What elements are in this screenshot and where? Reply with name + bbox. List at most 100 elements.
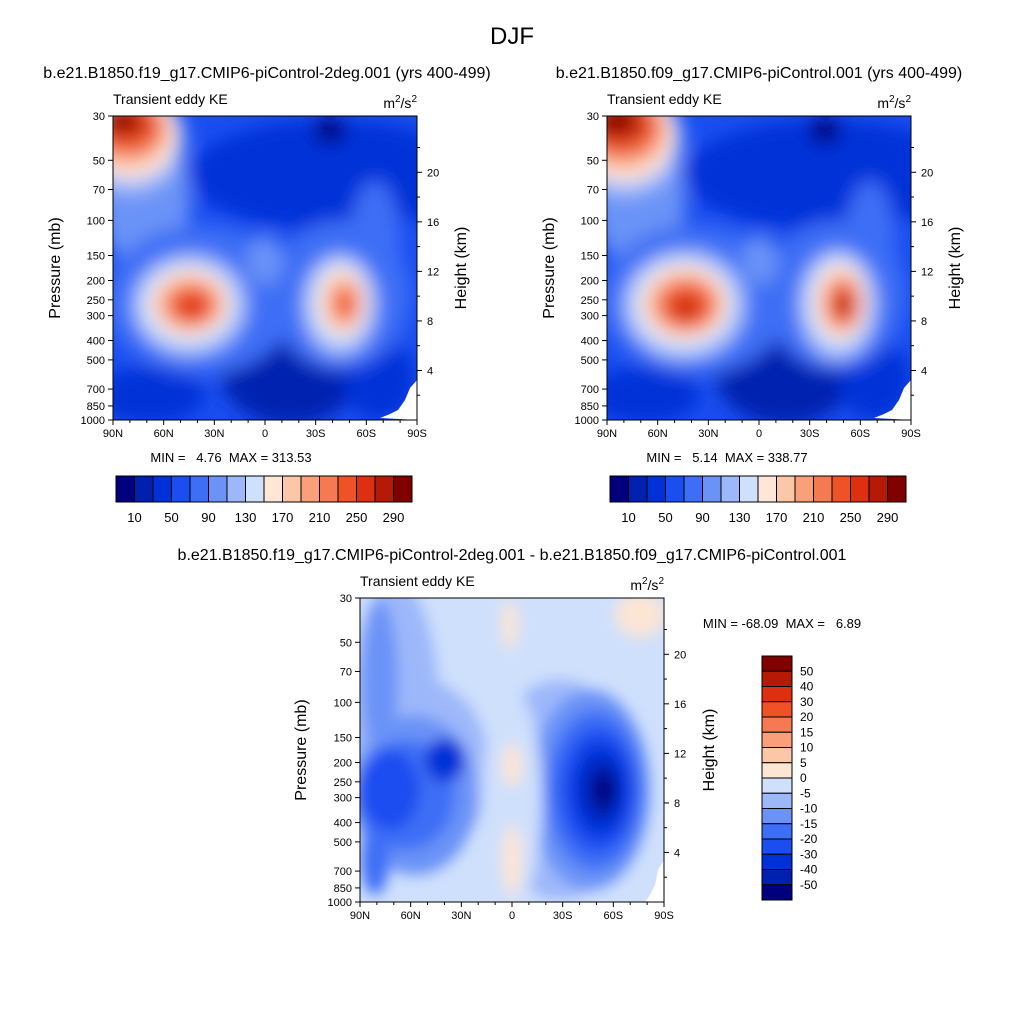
panel-right-colorbar-label: 250 xyxy=(840,510,862,525)
panel-right-colorbar-box xyxy=(665,475,685,503)
panel-right-title: b.e21.B1850.f09_g17.CMIP6-piControl.001 … xyxy=(556,65,962,82)
panel-left-xtick-label: 30S xyxy=(306,428,326,440)
panel-right-ytick-right-label: 12 xyxy=(921,266,933,278)
panel-right-colorbar-box xyxy=(887,475,907,503)
panel-right-colorbar-box xyxy=(683,475,703,503)
panel-left-ytick-right-label: 4 xyxy=(427,365,433,377)
panel-difference-colorbar-box xyxy=(761,731,793,748)
panel-difference-xtick-label: 30N xyxy=(451,910,471,922)
panel-difference-ytick-label: 500 xyxy=(334,837,352,849)
panel-difference-ytick-label: 200 xyxy=(334,757,352,769)
panel-right-xtick-label: 30N xyxy=(698,428,718,440)
panel-difference-colorbar-label: -10 xyxy=(800,802,818,816)
panel-difference-colorbar-box xyxy=(761,777,793,794)
panel-difference-title: b.e21.B1850.f19_g17.CMIP6-piControl-2deg… xyxy=(178,547,847,564)
panel-left-minmax: MIN = 4.76 MAX = 313.53 xyxy=(150,450,311,465)
panel-left-colorbar-box xyxy=(171,475,191,503)
panel-left-ytick-label: 850 xyxy=(87,401,105,413)
panel-difference-ytick-right-label: 20 xyxy=(674,649,686,661)
panel-difference-field xyxy=(360,598,664,902)
panel-difference-ytick-right-label: 8 xyxy=(674,798,680,810)
panel-left-colorbar-label: 90 xyxy=(201,510,215,525)
panel-difference-units: m2/s2 xyxy=(630,576,664,593)
panel-difference-colorbar-box xyxy=(761,823,793,840)
panel-difference-xtick-label: 90N xyxy=(350,910,370,922)
panel-right-xtick-label: 0 xyxy=(756,428,762,440)
panel-left-colorbar-box xyxy=(245,475,265,503)
panel-right-colorbar: 10 50 90 130 170 210 250 290 xyxy=(609,475,907,525)
panel-right-ytick-label: 700 xyxy=(581,384,599,396)
panel-left-ytick-right-label: 16 xyxy=(427,217,439,229)
panel-difference-ytick-label: 100 xyxy=(334,697,352,709)
panel-left-colorbar-box xyxy=(282,475,302,503)
panel-left-ytick-label: 300 xyxy=(87,311,105,323)
panel-left-colorbar-label: 210 xyxy=(309,510,331,525)
panel-left-ylabel: Pressure (mb) xyxy=(47,217,64,318)
panel-left-colorbar-label: 170 xyxy=(272,510,294,525)
panel-difference-colorbar-label: -40 xyxy=(800,863,818,877)
panel-left-ytick-label: 50 xyxy=(93,155,105,167)
panel-left-colorbar-box xyxy=(208,475,228,503)
panel-right-colorbar-box xyxy=(776,475,796,503)
panel-right-colorbar-box xyxy=(720,475,740,503)
panel-difference-left-string: Transient eddy KE xyxy=(360,573,475,589)
panel-difference-ytick-right-label: 4 xyxy=(674,847,680,859)
panel-left-xtick-label: 90S xyxy=(407,428,427,440)
panel-right-ytick-label: 50 xyxy=(587,155,599,167)
panel-right-colorbar-box xyxy=(739,475,759,503)
panel-difference-ytick-label: 30 xyxy=(340,593,352,605)
panel-difference-colorbar-label: 40 xyxy=(800,680,814,694)
panel-left-xtick-label: 90N xyxy=(103,428,123,440)
panel-right-colorbar-box xyxy=(757,475,777,503)
panel-difference-colorbar-label: 10 xyxy=(800,741,814,755)
panel-left-units: m2/s2 xyxy=(383,94,417,111)
panel-right-colorbar-label: 90 xyxy=(695,510,709,525)
panel-left-ytick-label: 200 xyxy=(87,275,105,287)
panel-right-ytick-right-label: 16 xyxy=(921,217,933,229)
panel-difference-xtick-label: 30S xyxy=(553,910,573,922)
panel-left-xtick-label: 30N xyxy=(204,428,224,440)
panel-left-title: b.e21.B1850.f19_g17.CMIP6-piControl-2deg… xyxy=(43,65,490,82)
panel-right-ytick-label: 70 xyxy=(587,184,599,196)
panel-left-colorbar-label: 290 xyxy=(383,510,405,525)
panel-left-xtick-label: 60S xyxy=(357,428,377,440)
panel-difference-colorbar-label: 50 xyxy=(800,664,814,678)
panel-right-ytick-label: 200 xyxy=(581,275,599,287)
panel-left-colorbar-label: 250 xyxy=(346,510,368,525)
panel-right-colorbar-box xyxy=(702,475,722,503)
panel-right-ytick-label: 1000 xyxy=(575,415,599,427)
panel-difference-ytick-label: 150 xyxy=(334,733,352,745)
panel-right-colorbar-box xyxy=(628,475,648,503)
panel-right-ytick-label: 100 xyxy=(581,215,599,227)
panel-difference-colorbar-box xyxy=(761,838,793,855)
panel-right-colorbar-box xyxy=(813,475,833,503)
panel-right-colorbar-box xyxy=(646,475,666,503)
panel-left-left-string: Transient eddy KE xyxy=(113,91,228,107)
panel-right-ytick-label: 850 xyxy=(581,401,599,413)
panel-right-xtick-label: 60N xyxy=(648,428,668,440)
panel-left-ytick-right-label: 12 xyxy=(427,266,439,278)
panel-left-colorbar-box xyxy=(356,475,376,503)
panel-difference-colorbar-box xyxy=(761,670,793,687)
panel-right-xtick-label: 60S xyxy=(851,428,871,440)
panel-right-colorbar-box xyxy=(850,475,870,503)
panel-right-xtick-label: 90N xyxy=(597,428,617,440)
panel-right-colorbar-box xyxy=(831,475,851,503)
panel-difference-colorbar-box xyxy=(761,884,793,901)
panel-difference-ytick-label: 1000 xyxy=(328,897,352,909)
panel-difference-ylabel-right: Height (km) xyxy=(701,709,718,792)
panel-right-ytick-label: 150 xyxy=(581,251,599,263)
panel-difference-ytick-label: 250 xyxy=(334,777,352,789)
panel-left-colorbar-label: 50 xyxy=(164,510,178,525)
panel-left-ytick-label: 500 xyxy=(87,355,105,367)
panel-right-ytick-right-label: 20 xyxy=(921,167,933,179)
panel-difference-xtick-label: 90S xyxy=(654,910,674,922)
panel-left-colorbar-box xyxy=(226,475,246,503)
panel-left-xtick-label: 0 xyxy=(262,428,268,440)
panel-difference-colorbar-label: -30 xyxy=(800,847,818,861)
panel-right-ytick-label: 30 xyxy=(587,111,599,123)
panel-difference-colorbar-box xyxy=(761,701,793,718)
panel-right-ytick-label: 500 xyxy=(581,355,599,367)
